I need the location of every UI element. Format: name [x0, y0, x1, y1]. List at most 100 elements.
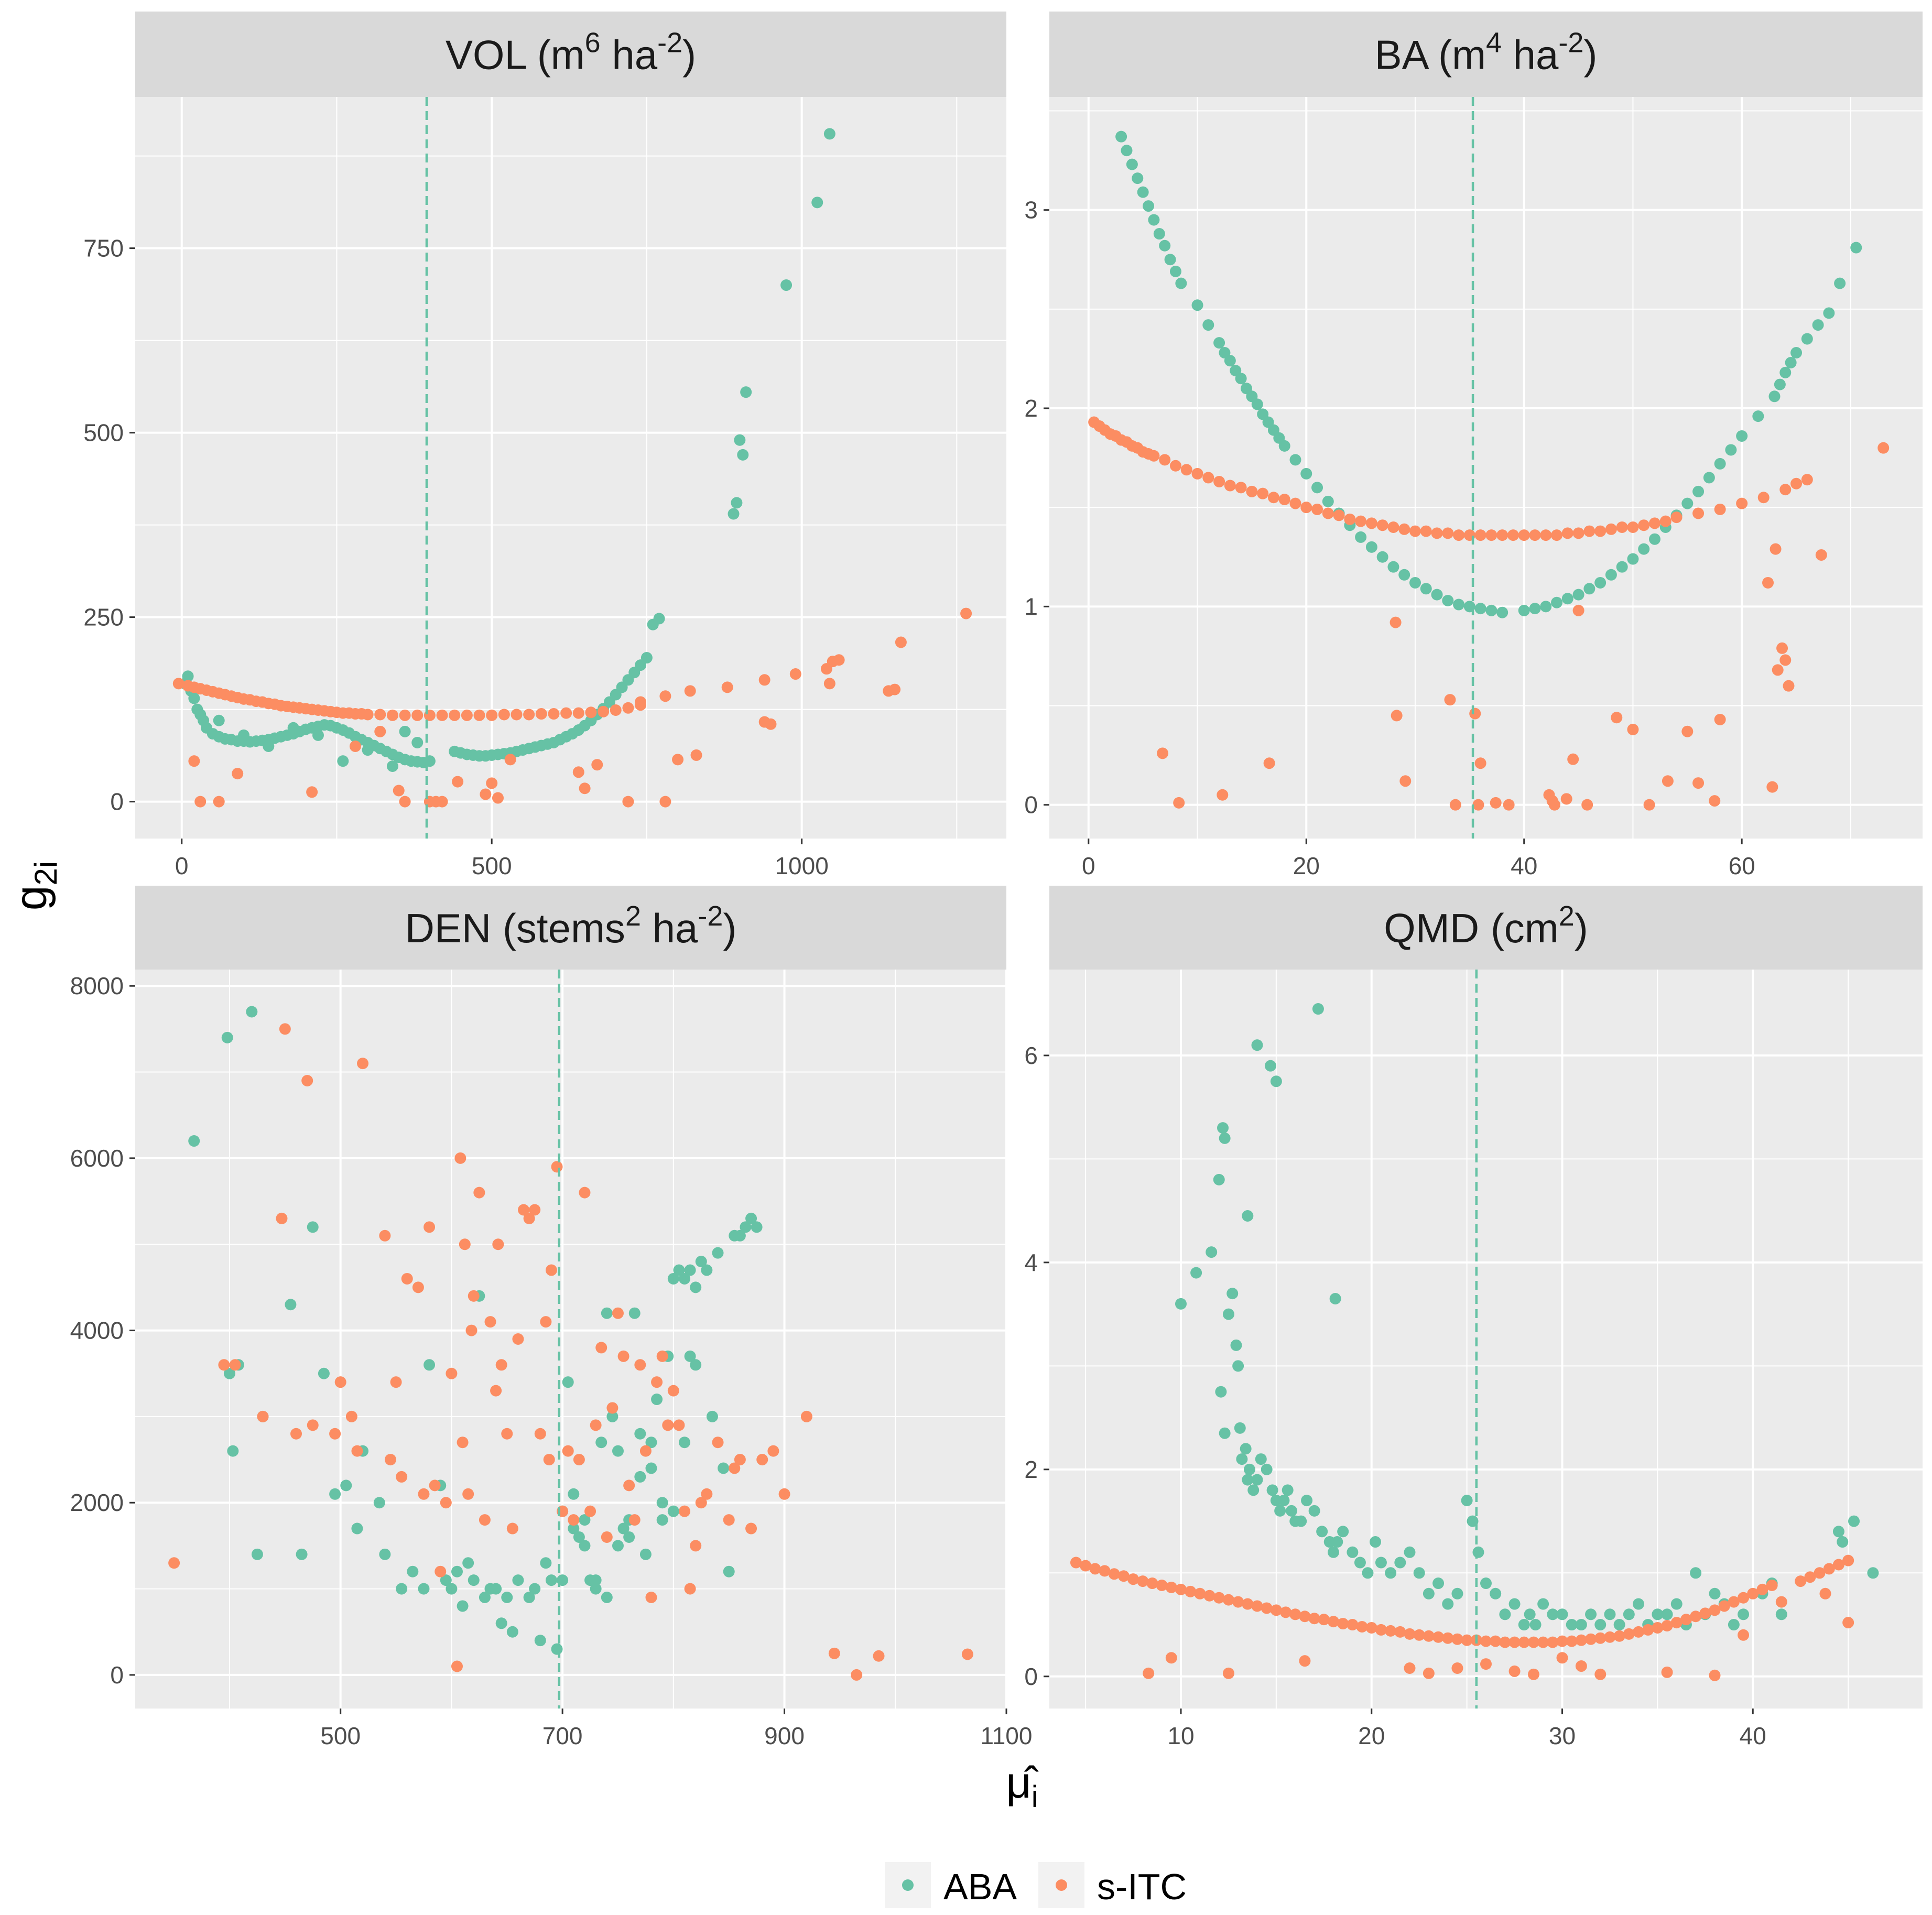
point-s-itc	[1444, 694, 1456, 706]
point-s-itc	[756, 1454, 768, 1466]
point-aba	[440, 1574, 452, 1586]
point-s-itc	[1776, 642, 1788, 654]
strip-vol	[135, 12, 1006, 97]
y-tick-label: 0	[1024, 791, 1038, 819]
point-s-itc	[1257, 487, 1269, 499]
point-aba	[1311, 482, 1323, 494]
point-s-itc	[1267, 492, 1279, 504]
point-aba	[656, 1497, 668, 1509]
point-aba	[1301, 1495, 1313, 1507]
y-tick-label: 500	[83, 419, 124, 447]
point-s-itc	[473, 1187, 485, 1199]
point-s-itc	[1804, 1571, 1816, 1583]
point-s-itc	[1289, 1608, 1301, 1620]
point-aba	[490, 1583, 502, 1595]
point-aba	[1175, 1298, 1187, 1310]
point-s-itc	[1423, 1667, 1435, 1679]
point-s-itc	[188, 755, 200, 767]
svg-text:g2i: g2i	[6, 861, 63, 911]
strip-qmd	[1049, 886, 1923, 970]
point-aba	[1362, 1567, 1374, 1579]
point-aba	[1451, 1587, 1463, 1600]
point-aba	[312, 729, 324, 741]
point-aba	[1224, 355, 1236, 367]
point-s-itc	[1551, 529, 1563, 541]
point-s-itc	[1790, 477, 1803, 489]
point-aba	[590, 1583, 602, 1595]
point-aba	[651, 1394, 663, 1406]
point-aba	[1308, 1505, 1320, 1517]
point-s-itc	[1156, 1580, 1168, 1591]
point-s-itc	[1499, 1636, 1511, 1648]
point-aba	[1376, 551, 1388, 563]
point-s-itc	[440, 1497, 452, 1509]
point-s-itc	[568, 1514, 580, 1526]
point-aba	[1442, 594, 1454, 606]
point-s-itc	[1613, 1630, 1625, 1642]
x-tick-label: 900	[764, 1722, 805, 1749]
point-s-itc	[384, 1454, 396, 1466]
point-s-itc	[168, 1557, 180, 1569]
point-s-itc	[429, 1479, 441, 1492]
point-aba	[399, 725, 411, 737]
point-s-itc	[551, 1161, 563, 1173]
point-aba	[1278, 440, 1290, 452]
point-aba	[1490, 1587, 1502, 1600]
point-s-itc	[386, 709, 398, 721]
y-tick-label: 0	[110, 1661, 124, 1689]
point-aba	[362, 744, 374, 756]
point-aba	[1690, 1567, 1702, 1579]
point-s-itc	[1842, 1554, 1854, 1566]
point-s-itc	[1300, 502, 1312, 514]
point-s-itc	[1681, 725, 1694, 737]
point-s-itc	[612, 1307, 624, 1319]
point-aba	[1143, 200, 1155, 212]
point-aba	[379, 1548, 391, 1560]
point-s-itc	[1451, 1662, 1463, 1674]
point-s-itc	[1738, 1629, 1750, 1641]
point-s-itc	[545, 1264, 557, 1276]
point-aba	[701, 1264, 713, 1276]
point-s-itc	[1638, 519, 1650, 531]
point-s-itc	[1670, 1617, 1683, 1629]
point-aba	[523, 1592, 535, 1604]
y-axis-title-main: g	[6, 885, 56, 910]
y-axis-title-sub: 2i	[28, 861, 63, 886]
point-s-itc	[1080, 1560, 1092, 1572]
point-s-itc	[232, 768, 244, 780]
point-aba	[617, 1522, 629, 1535]
point-aba	[1213, 337, 1225, 349]
point-aba	[1355, 531, 1367, 543]
point-aba	[731, 497, 743, 509]
point-s-itc	[540, 1316, 552, 1328]
point-s-itc	[523, 709, 535, 721]
point-aba	[1230, 1339, 1242, 1351]
point-aba	[418, 1583, 430, 1595]
point-s-itc	[334, 1376, 346, 1388]
point-aba	[1709, 1587, 1721, 1600]
point-aba	[612, 1540, 624, 1552]
point-aba	[1219, 1132, 1231, 1144]
point-aba	[1300, 467, 1312, 480]
point-aba	[221, 1031, 233, 1043]
point-aba	[1834, 277, 1846, 289]
point-s-itc	[1508, 1636, 1521, 1648]
point-aba	[1235, 373, 1247, 385]
point-s-itc	[712, 1437, 724, 1449]
point-aba	[1583, 583, 1595, 595]
point-s-itc	[684, 685, 696, 697]
point-s-itc	[1652, 1622, 1664, 1634]
point-aba	[1261, 1463, 1273, 1475]
y-tick-label: 8000	[70, 972, 124, 999]
point-s-itc	[656, 1350, 668, 1362]
y-tick-label: 6	[1024, 1042, 1038, 1069]
point-s-itc	[459, 1238, 471, 1250]
point-s-itc	[436, 796, 448, 808]
point-s-itc	[1222, 1594, 1234, 1606]
point-aba	[1648, 533, 1660, 545]
point-s-itc	[1594, 1668, 1607, 1680]
point-aba	[579, 1540, 591, 1552]
point-s-itc	[572, 707, 584, 719]
point-s-itc	[622, 796, 634, 808]
point-s-itc	[543, 1454, 555, 1466]
